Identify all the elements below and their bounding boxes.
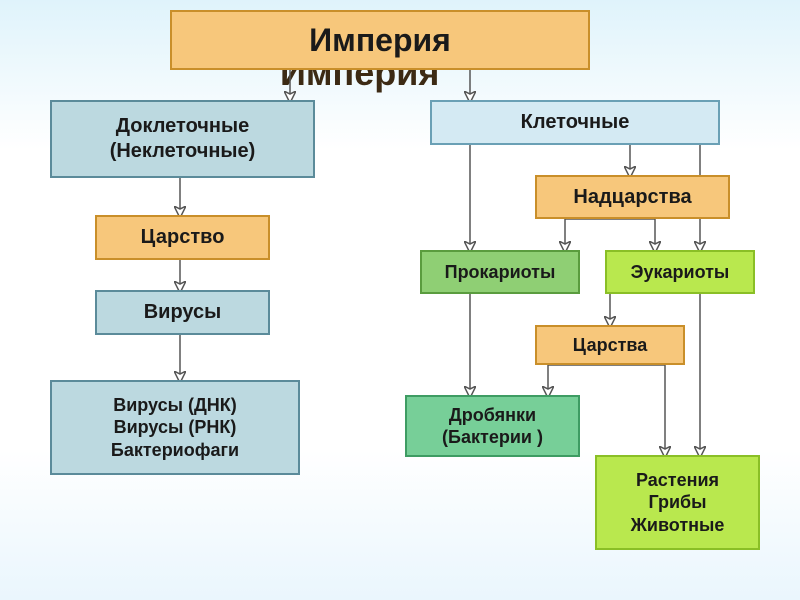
node-virus-list: Вирусы (ДНК) Вирусы (РНК) Бактериофаги — [50, 380, 300, 475]
node-prokarioty: Прокариоты — [420, 250, 580, 294]
title-box: Империя — [170, 10, 590, 70]
node-tsarstvo: Царство — [95, 215, 270, 260]
node-kletochnye: Клеточные — [430, 100, 720, 145]
node-virusy: Вирусы — [95, 290, 270, 335]
node-rastenia-griby: Растения Грибы Животные — [595, 455, 760, 550]
node-tsarstva: Царства — [535, 325, 685, 365]
node-dokletchnye: Доклеточные (Неклеточные) — [50, 100, 315, 178]
node-nadtsarstva: Надцарства — [535, 175, 730, 219]
node-eukarioty: Эукариоты — [605, 250, 755, 294]
node-drobyanki: Дробянки (Бактерии ) — [405, 395, 580, 457]
diagram-canvas: Империя Империя Доклеточные (Неклеточные… — [0, 0, 800, 600]
